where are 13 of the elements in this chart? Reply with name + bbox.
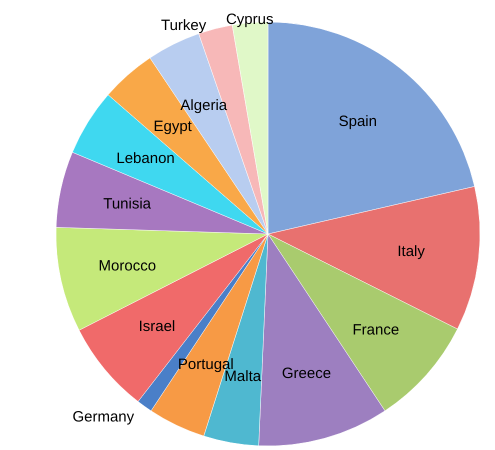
slice-label: Turkey bbox=[160, 16, 207, 34]
slice-label: Spain bbox=[338, 113, 377, 130]
slice-label: Italy bbox=[397, 243, 426, 260]
slice-label: Morocco bbox=[98, 257, 156, 274]
slice-label: Greece bbox=[282, 364, 332, 382]
slice-label: Algeria bbox=[180, 96, 228, 114]
slice-label: Tunisia bbox=[103, 195, 152, 212]
slice-label: Cyprus bbox=[226, 10, 274, 28]
slice-label: France bbox=[352, 322, 400, 339]
slice-label: Lebanon bbox=[116, 150, 175, 167]
slice-label: Germany bbox=[72, 408, 135, 426]
slice-label: Egypt bbox=[153, 118, 193, 135]
slice-label: Israel bbox=[138, 318, 176, 335]
